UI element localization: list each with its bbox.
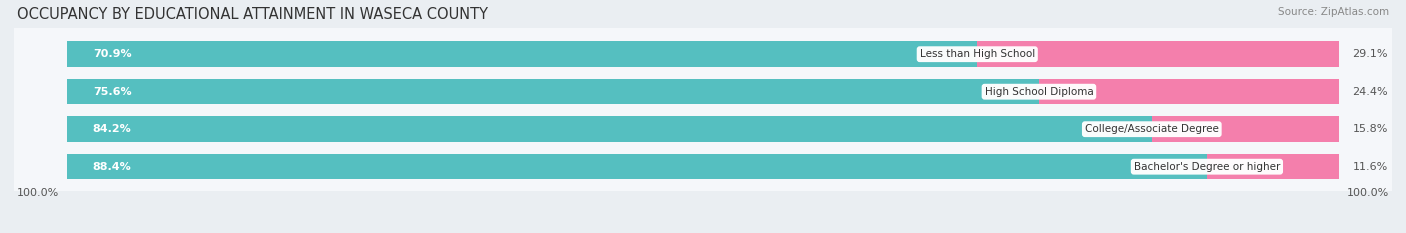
FancyBboxPatch shape <box>13 25 1393 84</box>
Text: 100.0%: 100.0% <box>17 188 59 198</box>
Text: OCCUPANCY BY EDUCATIONAL ATTAINMENT IN WASECA COUNTY: OCCUPANCY BY EDUCATIONAL ATTAINMENT IN W… <box>17 7 488 22</box>
Text: High School Diploma: High School Diploma <box>984 87 1094 97</box>
Bar <box>1152 116 1340 142</box>
Text: Source: ZipAtlas.com: Source: ZipAtlas.com <box>1278 7 1389 17</box>
Text: Less than High School: Less than High School <box>920 49 1035 59</box>
Text: 75.6%: 75.6% <box>93 87 131 97</box>
Text: 88.4%: 88.4% <box>93 162 132 172</box>
Bar <box>66 116 1152 142</box>
Bar <box>1206 154 1340 179</box>
FancyBboxPatch shape <box>13 137 1393 196</box>
Text: 24.4%: 24.4% <box>1353 87 1388 97</box>
Text: 15.8%: 15.8% <box>1353 124 1388 134</box>
Text: 100.0%: 100.0% <box>1347 188 1389 198</box>
Text: Bachelor's Degree or higher: Bachelor's Degree or higher <box>1133 162 1279 172</box>
Text: 11.6%: 11.6% <box>1353 162 1388 172</box>
FancyBboxPatch shape <box>13 100 1393 159</box>
Bar <box>66 79 1039 104</box>
Text: 84.2%: 84.2% <box>93 124 132 134</box>
Text: 70.9%: 70.9% <box>93 49 131 59</box>
Text: College/Associate Degree: College/Associate Degree <box>1085 124 1219 134</box>
Bar <box>66 154 1206 179</box>
Bar <box>1039 79 1340 104</box>
Text: 29.1%: 29.1% <box>1353 49 1388 59</box>
Bar <box>977 41 1340 67</box>
Bar <box>66 41 977 67</box>
FancyBboxPatch shape <box>13 62 1393 121</box>
